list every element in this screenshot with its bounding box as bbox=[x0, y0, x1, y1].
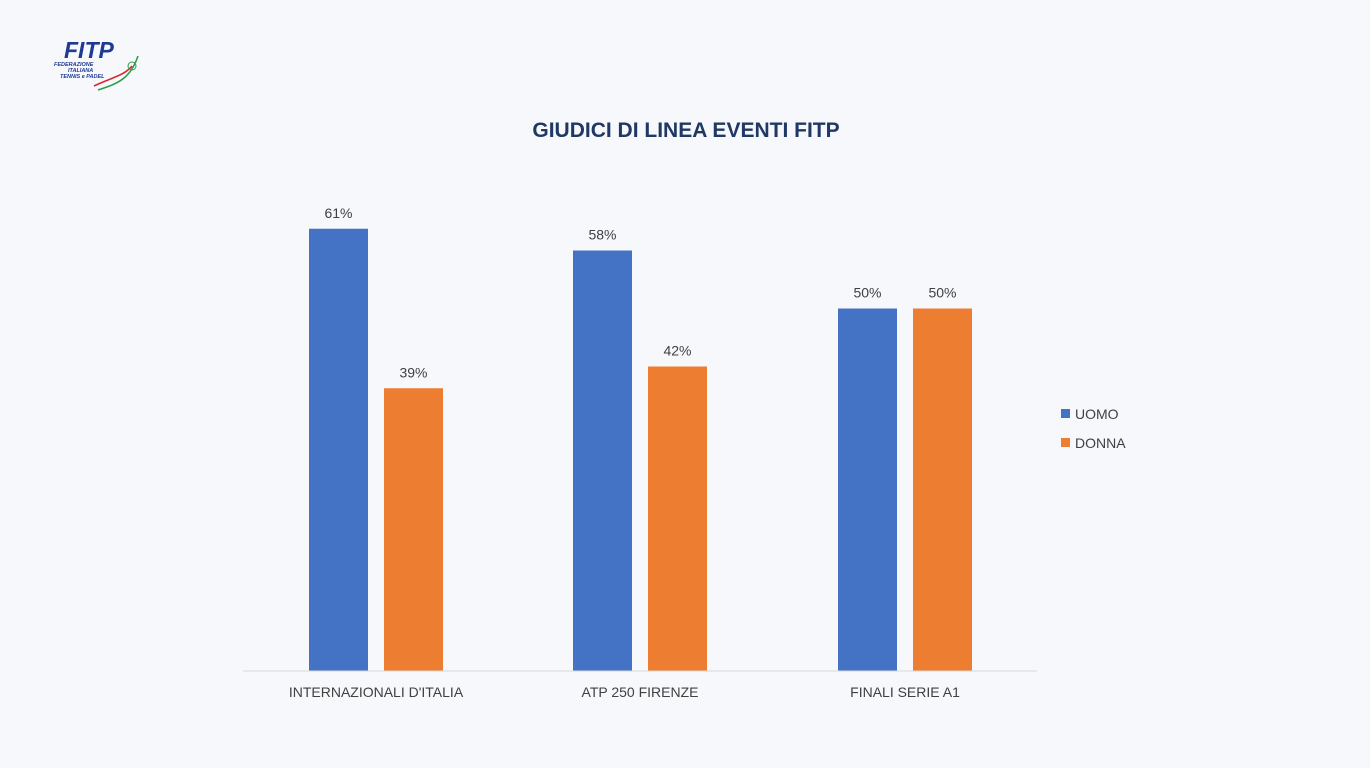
legend-swatch-donna bbox=[1061, 438, 1070, 447]
bar-donna-2 bbox=[648, 366, 707, 671]
category-labels: INTERNAZIONALI D'ITALIA ATP 250 FIRENZE FI… bbox=[289, 684, 960, 700]
category-label-2: ATP 250 FIRENZE bbox=[582, 684, 699, 700]
data-label-donna-1: 39% bbox=[399, 364, 427, 380]
legend-swatch-uomo bbox=[1061, 409, 1070, 418]
logo-ball-icon bbox=[127, 61, 137, 71]
data-label-uomo-1: 61% bbox=[324, 205, 352, 221]
logo-swoosh-green bbox=[97, 55, 139, 91]
legend: UOMO DONNA bbox=[1061, 406, 1126, 451]
logo-subtitle-line-2: ITALIANA bbox=[68, 68, 93, 74]
bars-group: 61% 39% 58% 42% 50% 50% bbox=[309, 205, 972, 671]
logo-wordmark: FITP bbox=[64, 37, 114, 63]
data-label-donna-3: 50% bbox=[928, 285, 956, 301]
bar-uomo-1 bbox=[309, 228, 368, 671]
logo-subtitle-line-1: FEDERAZIONE bbox=[54, 62, 94, 68]
bar-donna-1 bbox=[384, 388, 443, 671]
bar-donna-3 bbox=[913, 308, 972, 671]
bar-uomo-2 bbox=[573, 250, 632, 671]
logo-swoosh-red bbox=[93, 65, 133, 87]
legend-label-uomo: UOMO bbox=[1075, 406, 1119, 422]
bar-uomo-3 bbox=[838, 308, 897, 671]
category-label-1: INTERNAZIONALI D'ITALIA bbox=[289, 684, 464, 700]
legend-label-donna: DONNA bbox=[1075, 435, 1126, 451]
logo-subtitle-line-3: TENNIS e PADEL bbox=[60, 74, 105, 80]
data-label-donna-2: 42% bbox=[663, 343, 691, 359]
data-label-uomo-2: 58% bbox=[588, 227, 616, 243]
fitp-logo: FITP FEDERAZIONE ITALIANA TENNIS e PADEL bbox=[54, 37, 139, 91]
data-label-uomo-3: 50% bbox=[853, 285, 881, 301]
category-label-3: FINALI SERIE A1 bbox=[850, 684, 960, 700]
chart-title: GIUDICI DI LINEA EVENTI FITP bbox=[532, 119, 839, 142]
